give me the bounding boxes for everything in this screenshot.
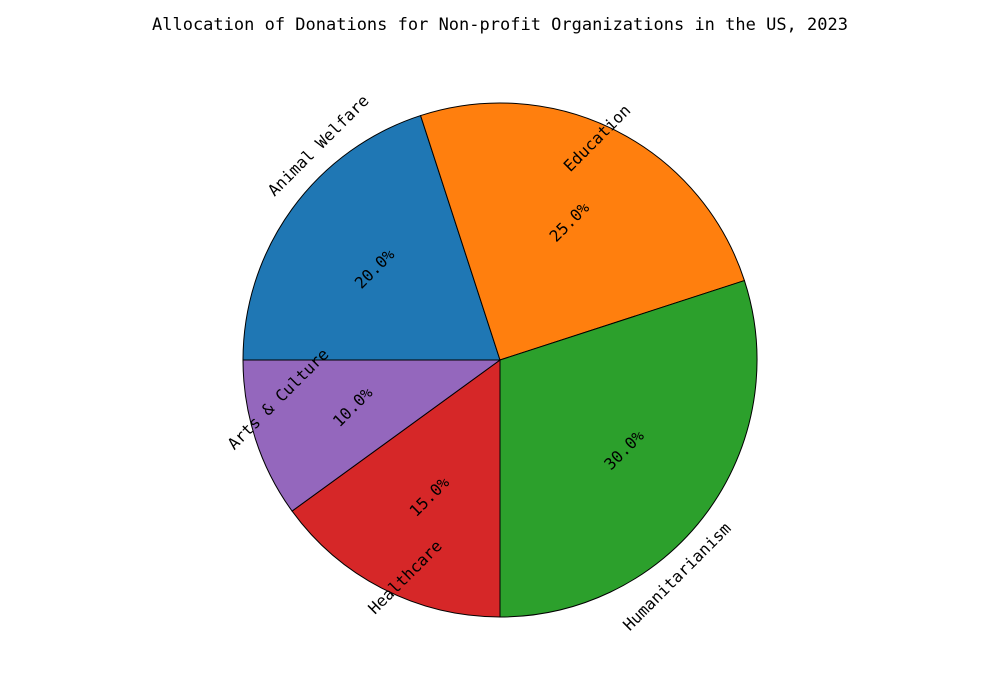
pie-slice [499,279,758,618]
pie-slice [242,114,501,361]
pie-slice [291,359,501,618]
pie-slice [419,102,746,361]
pie-slice [242,359,502,512]
chart-title: Allocation of Donations for Non-profit O… [152,15,848,35]
